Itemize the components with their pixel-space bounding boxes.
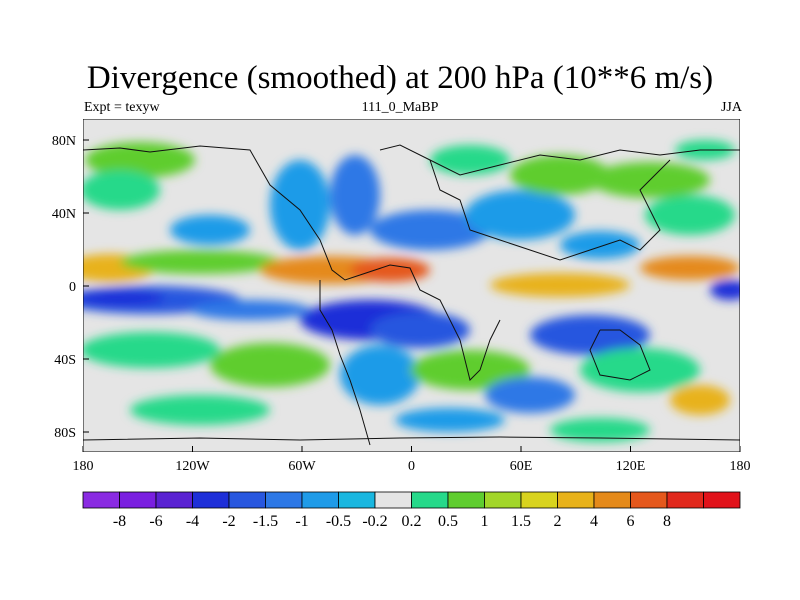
colorbar-label: -0.2 [362,513,387,530]
colorbar-box [666,491,704,509]
lon-tick: 0 [408,459,415,474]
colorbar-box [228,491,266,509]
axis-ticks [82,139,741,452]
colorbar-label: -0.5 [326,513,351,530]
lon-tick: 60W [288,459,316,474]
colorbar-box [82,491,120,509]
colorbar-box [374,491,412,509]
colorbar-box [192,491,230,509]
colorbar-box [520,491,558,509]
colorbar-box [703,491,741,509]
colorbar-box [301,491,339,509]
lon-labels: 180 120W 60W 0 60E 120E 180 [73,459,751,474]
colorbar-labels: -8 -6 -4 -2 -1.5 -1 -0.5 -0.2 0.2 0.5 1 1.5 2 4 6 8 [113,513,671,530]
colorbar-label: 1 [481,513,489,530]
lat-tick: 40N [52,207,76,222]
map-title: Divergence (smoothed) at 200 hPa (10**6 … [86,60,714,96]
colorbar-box [630,491,668,509]
colorbar-box [557,491,595,509]
colorbar-label: -6 [149,513,162,530]
colorbar-box [411,491,449,509]
colorbar-label: 0.2 [402,513,422,530]
colorbar-box [484,491,522,509]
colorbar-box [593,491,631,509]
colorbar-label: -4 [186,513,199,530]
colorbar-label: 8 [663,513,671,530]
experiment-label: Expt = texyw [84,100,160,115]
colorbar-label: -2 [222,513,235,530]
colorbar-label: 1.5 [511,513,531,530]
season-label: JJA [720,100,742,115]
time-label: 111_0_MaBP [361,100,439,115]
lon-tick: 120W [175,459,210,474]
colorbar-box [447,491,485,509]
colorbar-label: -8 [113,513,126,530]
lat-labels: 80N 40N 0 40S 80S [52,134,76,441]
lat-tick: 80S [54,426,76,441]
lon-tick: 120E [616,459,646,474]
colorbar-label: 4 [590,513,598,530]
colorbar-box [265,491,303,509]
lat-tick: 40S [54,353,76,368]
colorbar-label: 6 [627,513,635,530]
colorbar-label: 2 [554,513,562,530]
lat-tick: 0 [69,280,76,295]
colorbar [82,491,741,509]
colorbar-box [119,491,157,509]
colorbar-label: -1.5 [253,513,278,530]
lat-tick: 80N [52,134,76,149]
divergence-field [83,119,740,452]
lon-tick: 180 [730,459,751,474]
colorbar-label: -1 [295,513,308,530]
lon-tick: 60E [510,459,533,474]
lon-tick: 180 [73,459,94,474]
colorbar-label: 0.5 [438,513,458,530]
colorbar-box [155,491,193,509]
coastlines [83,144,740,446]
colorbar-box [338,491,376,509]
